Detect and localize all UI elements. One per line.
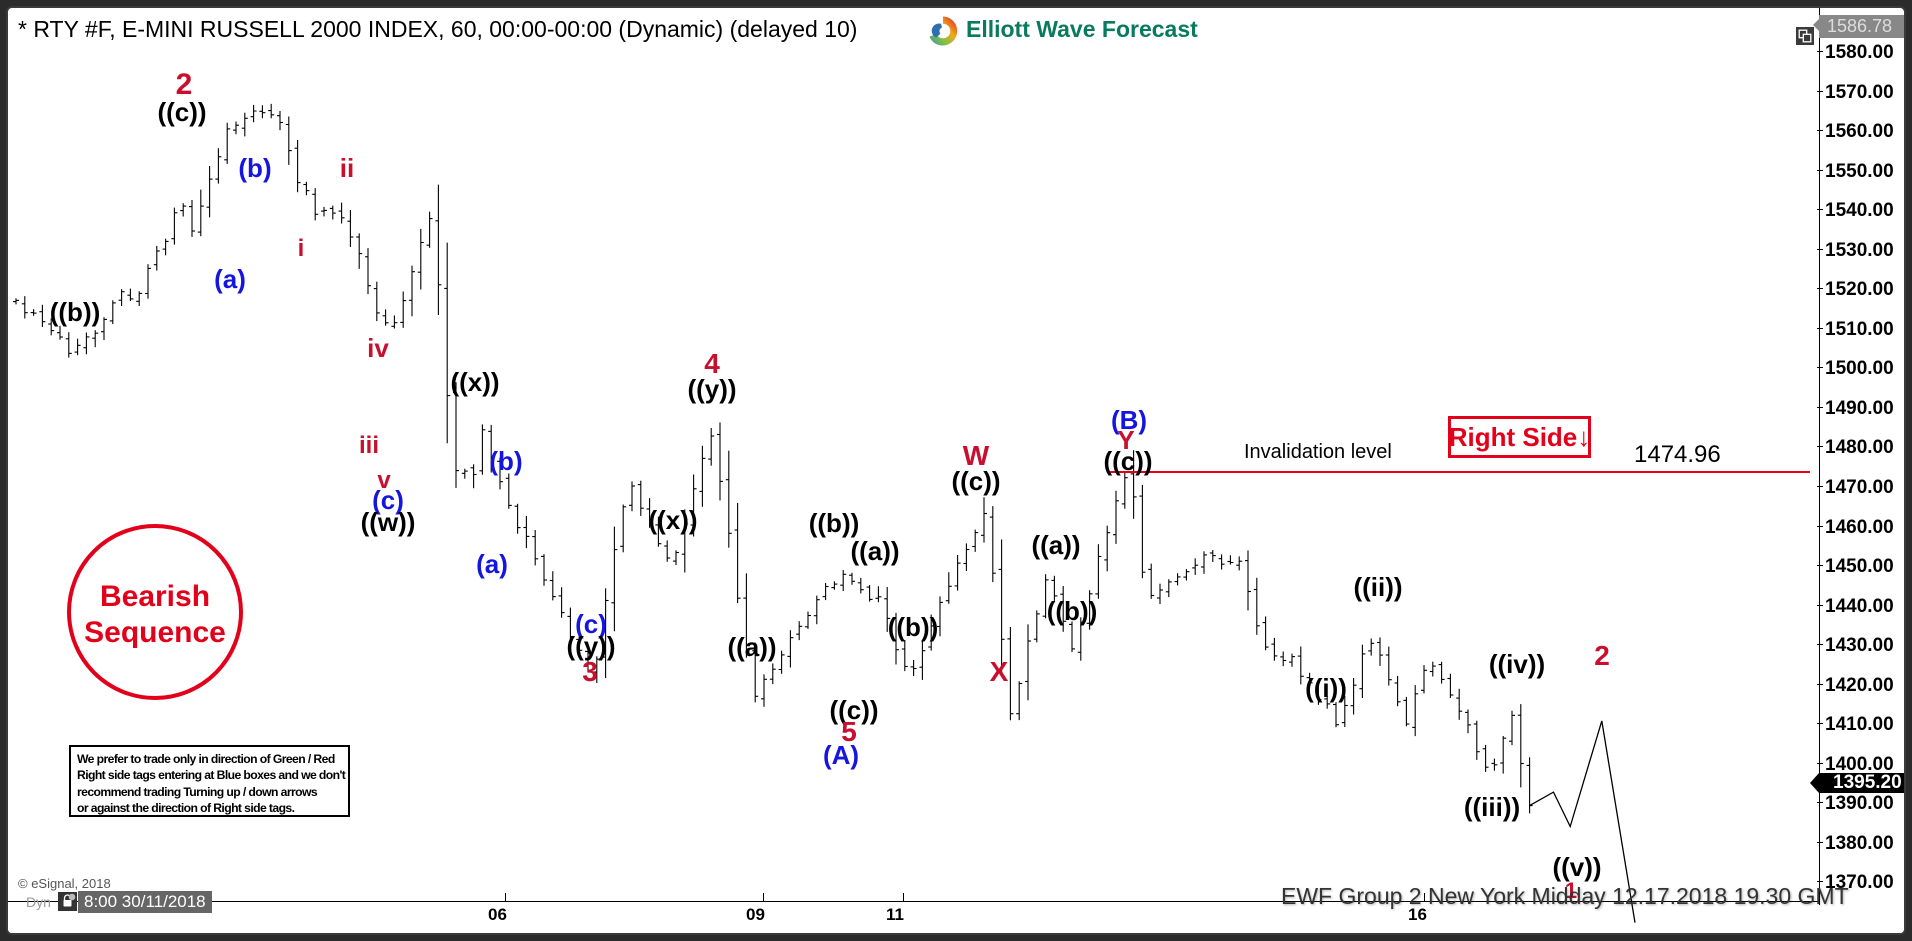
svg-text:Bearish: Bearish — [100, 580, 210, 613]
svg-text:Sequence: Sequence — [84, 616, 226, 649]
